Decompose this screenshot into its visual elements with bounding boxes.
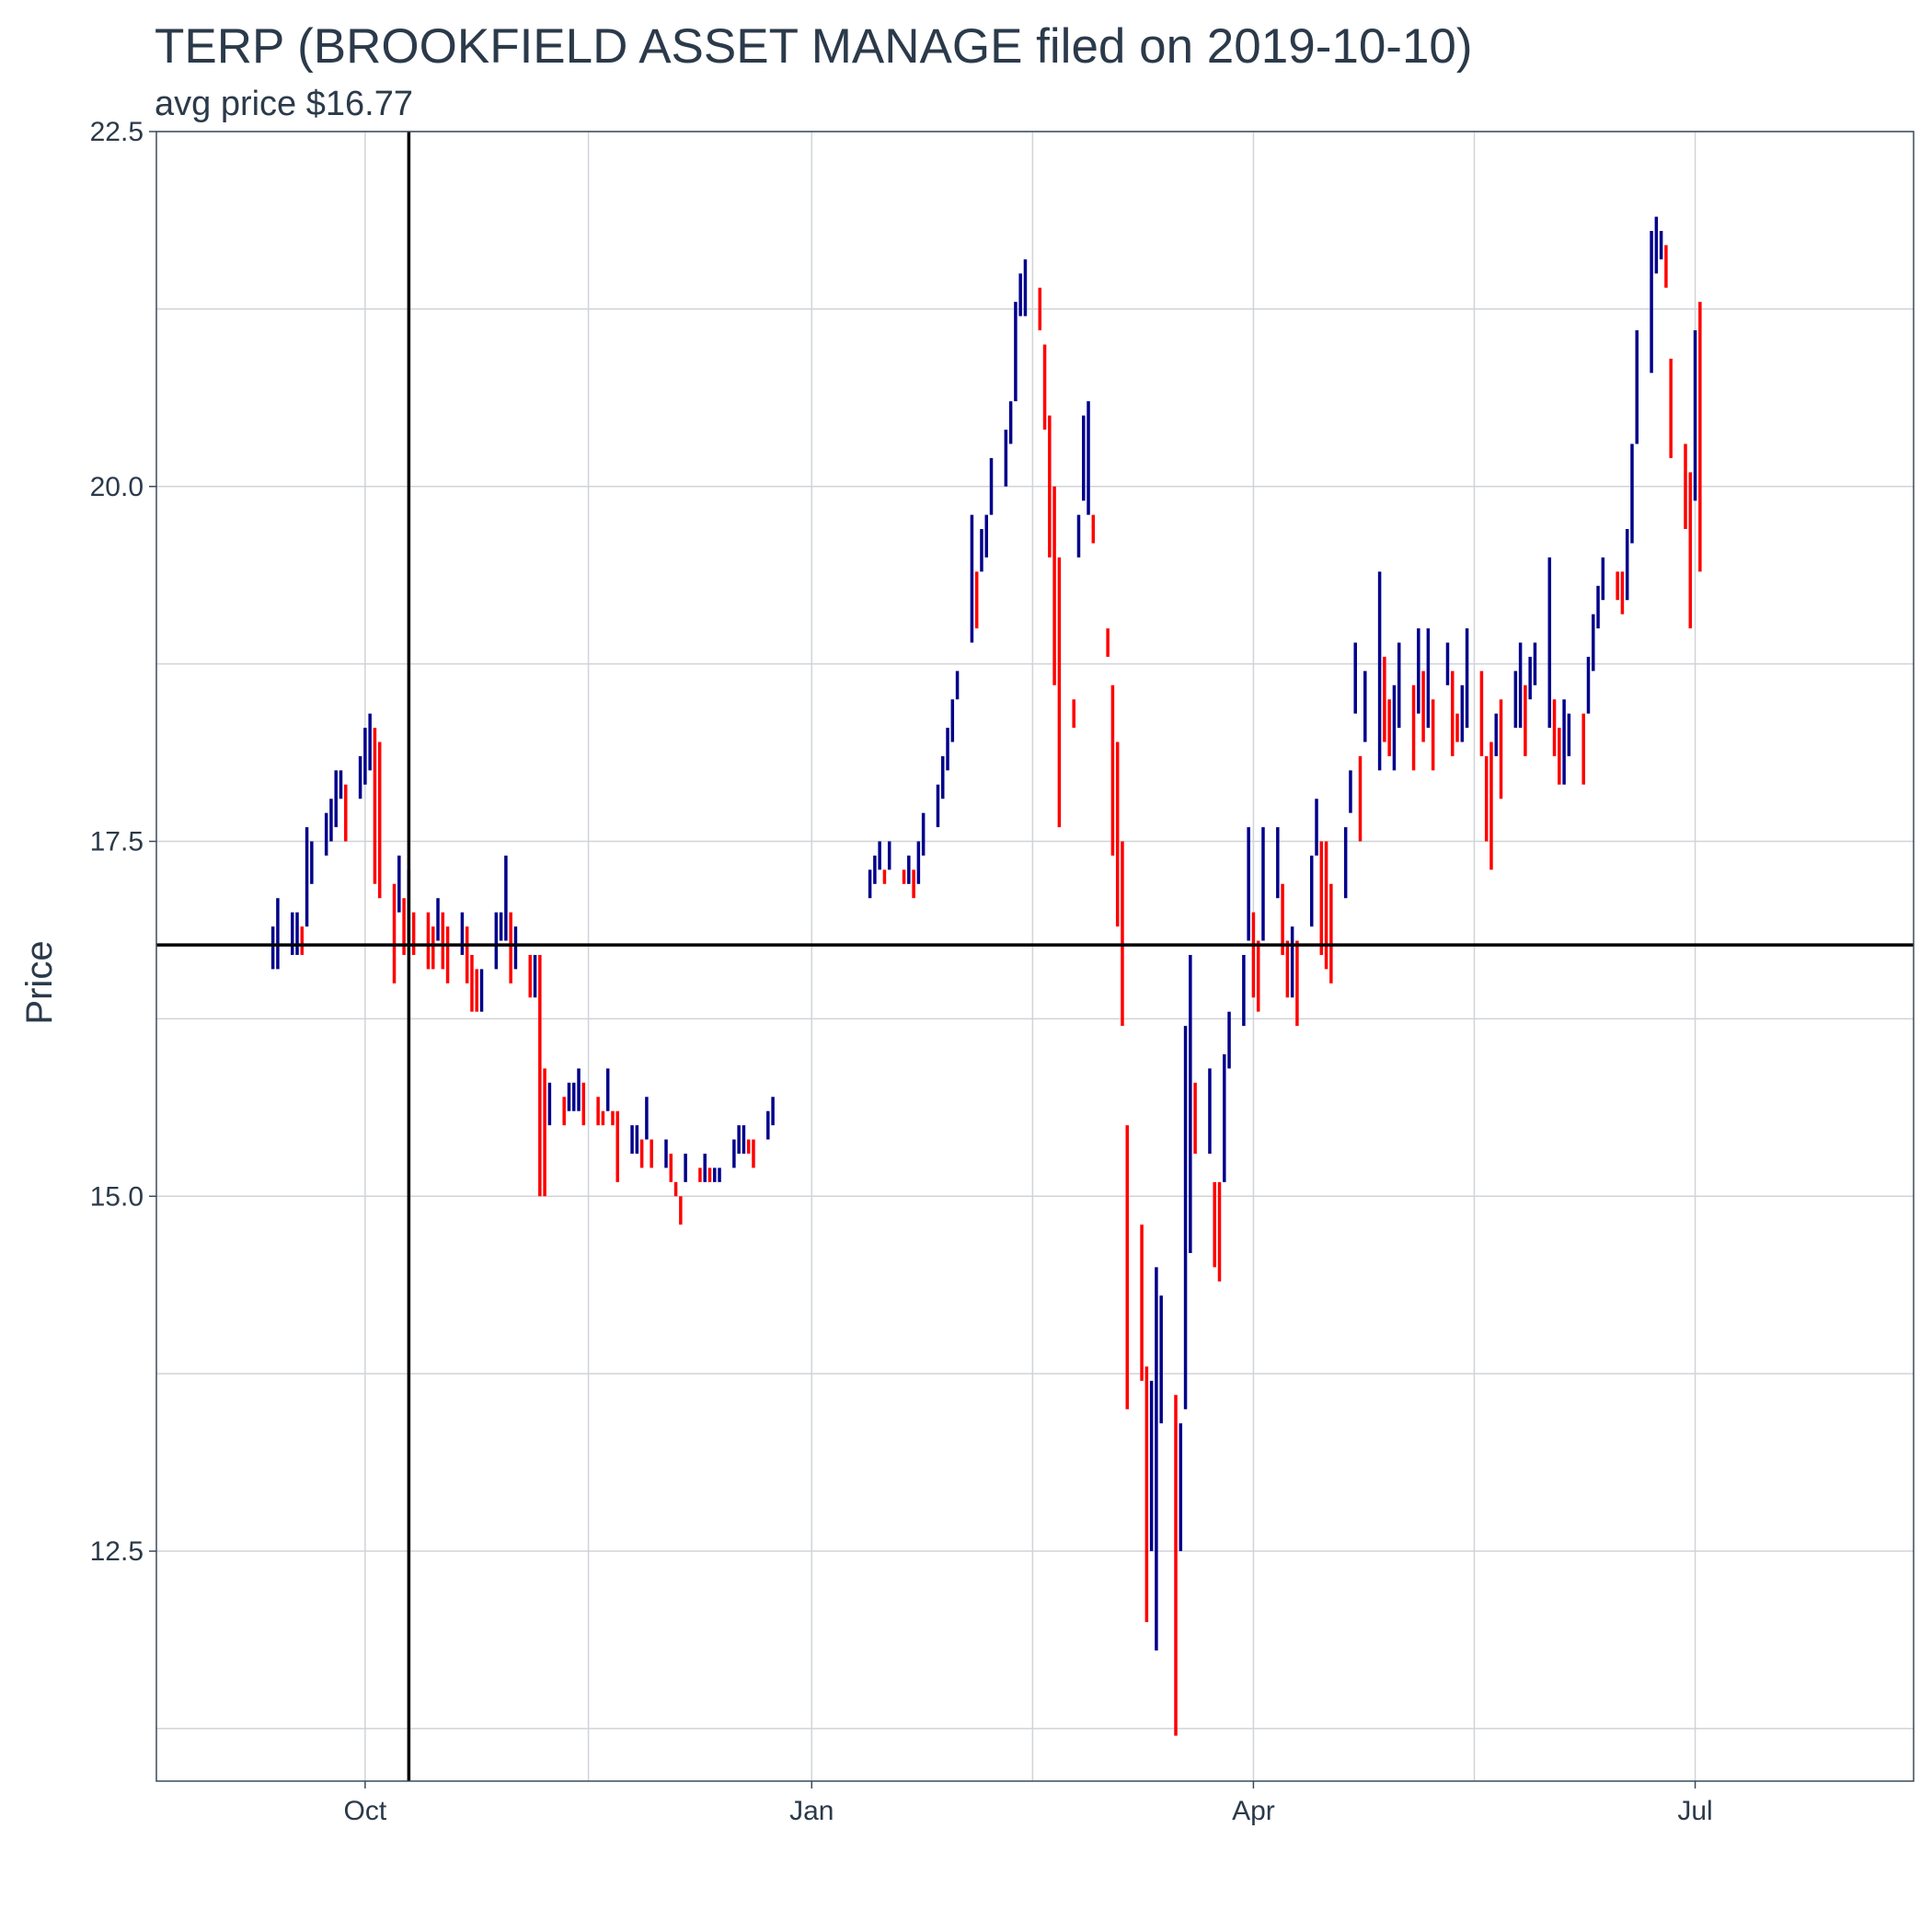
y-tick-label: 17.5 [90, 827, 144, 857]
reference-lines [156, 132, 1914, 1781]
price-bars [270, 216, 1702, 1736]
y-tick-label: 20.0 [90, 472, 144, 502]
chart-title: TERP (BROOKFIELD ASSET MANAGE filed on 2… [155, 19, 1473, 74]
y-axis-title: Price [19, 940, 60, 1024]
plot-panel-border [155, 131, 1915, 1782]
chart-subtitle: avg price $16.77 [155, 85, 413, 123]
x-tick-label: Apr [1232, 1796, 1275, 1826]
x-tick-label: Oct [344, 1796, 387, 1826]
grid-lines [156, 131, 1914, 1781]
y-tick-label: 12.5 [90, 1536, 144, 1567]
x-tick-label: Jan [789, 1796, 834, 1826]
y-tick-label: 22.5 [90, 117, 144, 147]
axis-ticks: 12.5 15.0 17.5 20.0 22.5 Oct Jan Apr Jul [90, 117, 1713, 1826]
y-tick-label: 15.0 [90, 1181, 144, 1212]
x-tick-label: Jul [1677, 1796, 1712, 1826]
